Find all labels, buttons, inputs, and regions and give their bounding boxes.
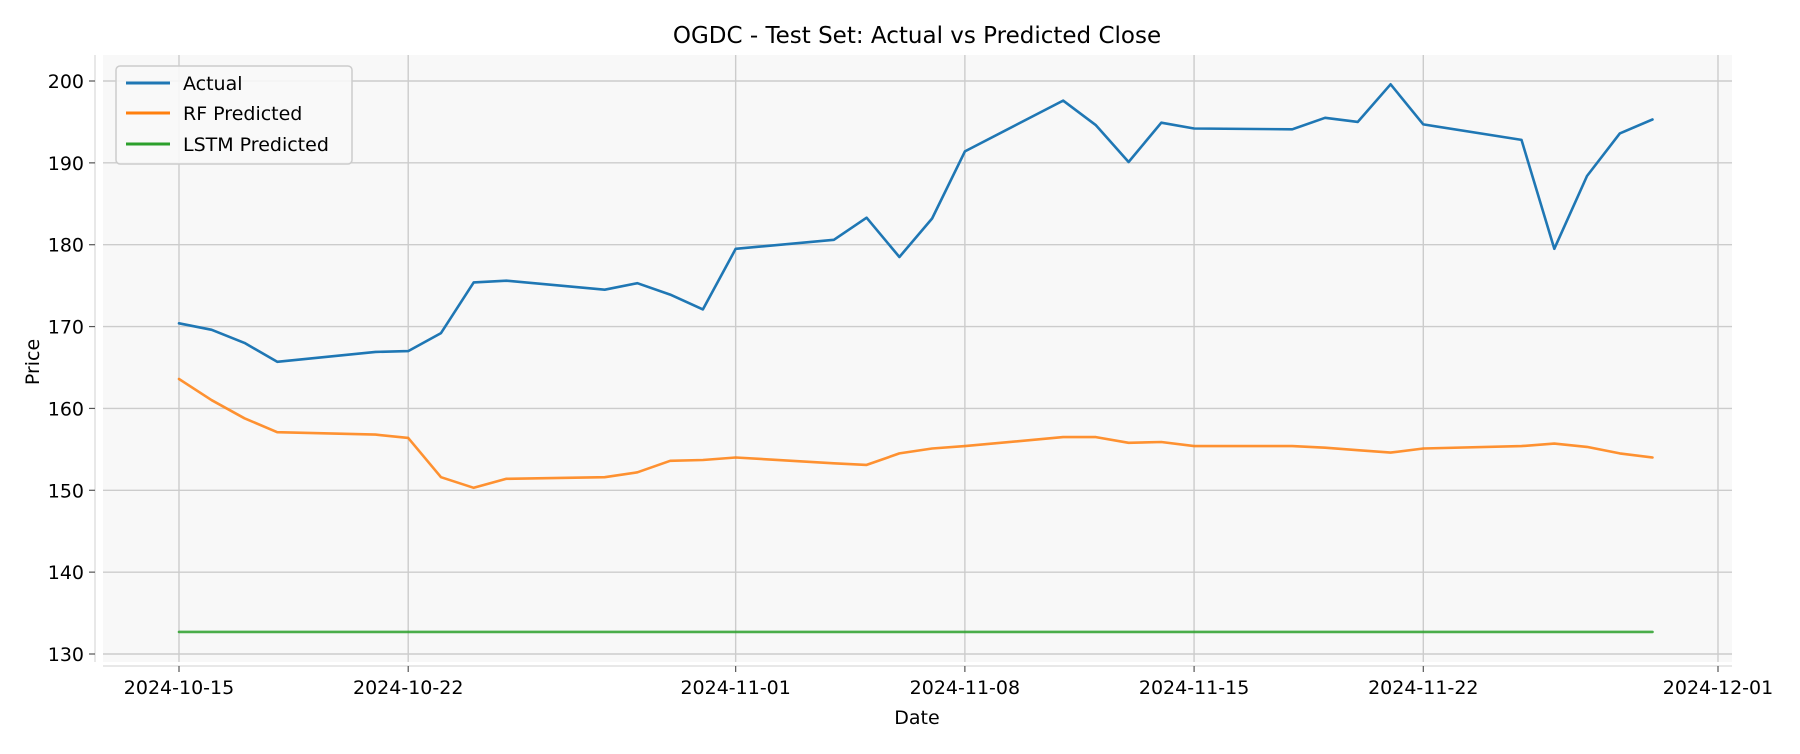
x-tick-label: 2024-10-22 <box>353 677 463 699</box>
x-tick-label: 2024-11-22 <box>1368 677 1478 699</box>
x-axis-label: Date <box>894 707 939 729</box>
y-tick-label: 130 <box>48 644 84 666</box>
legend: Actual RF Predicted LSTM Predicted <box>115 65 353 165</box>
x-tick-label: 2024-12-01 <box>1663 677 1773 699</box>
y-tick-label: 140 <box>48 562 84 584</box>
y-tick-label: 190 <box>48 153 84 175</box>
series-layer <box>177 83 1654 634</box>
axes-layer: 130 140 150 160 170 180 190 200 2024-10-15 2024-1… <box>48 55 1773 699</box>
x-tick-label: 2024-10-15 <box>124 677 234 699</box>
legend-label-rf: RF Predicted <box>183 103 302 125</box>
legend-frame <box>115 65 353 165</box>
y-tick-label: 200 <box>48 71 84 93</box>
x-tick-label: 2024-11-01 <box>680 677 790 699</box>
legend-label-lstm: LSTM Predicted <box>183 134 329 156</box>
legend-label-actual: Actual <box>183 73 243 95</box>
x-tick-label: 2024-11-08 <box>910 677 1020 699</box>
chart-title: OGDC - Test Set: Actual vs Predicted Clo… <box>673 23 1161 49</box>
y-tick-label: 170 <box>48 317 84 339</box>
plot-area <box>103 55 1732 662</box>
y-tick-label: 180 <box>48 235 84 257</box>
y-axis-label: Price <box>22 339 44 385</box>
grid-layer <box>103 55 1732 662</box>
series-line-rf-predicted <box>177 377 1654 490</box>
y-tick-label: 160 <box>48 398 84 420</box>
y-tick-label: 150 <box>48 480 84 502</box>
x-tick-label: 2024-11-15 <box>1139 677 1249 699</box>
series-line-actual <box>177 83 1654 364</box>
